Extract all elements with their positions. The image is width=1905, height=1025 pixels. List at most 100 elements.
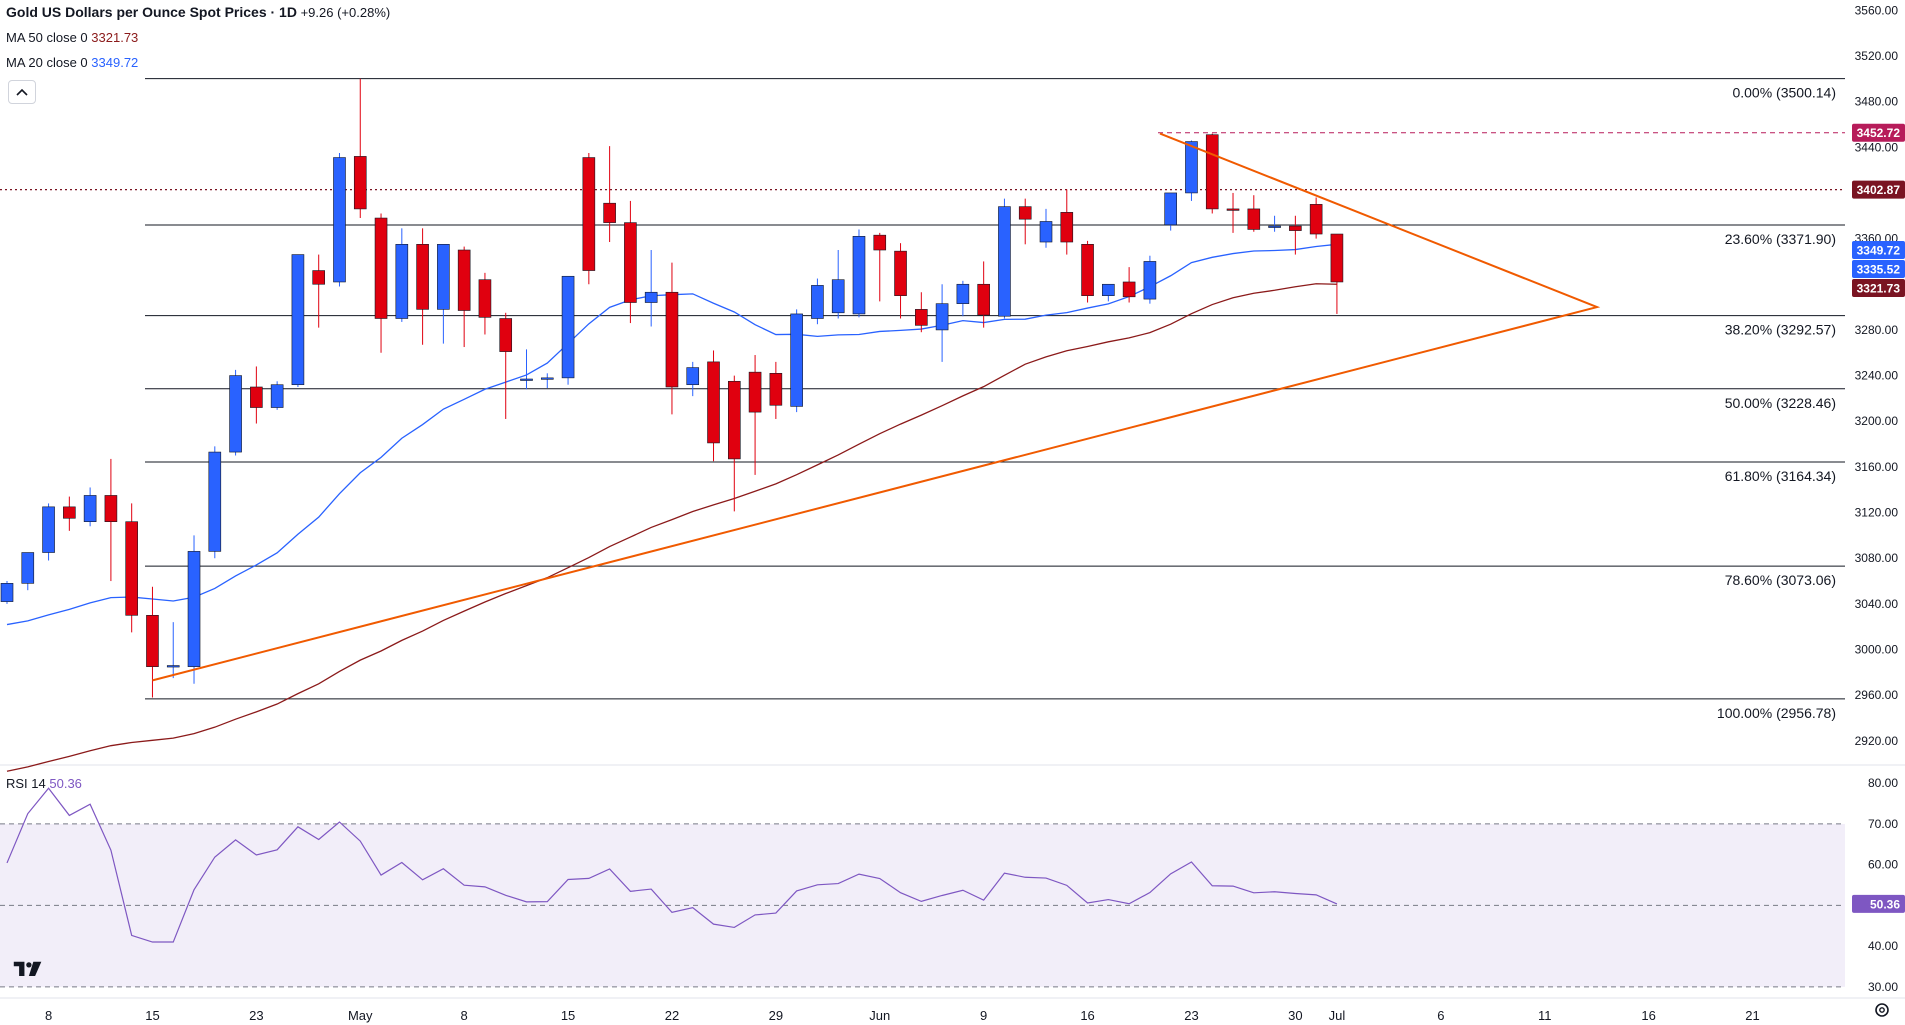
candle-body [291,254,305,386]
ma50-value: 3321.73 [91,30,139,45]
time-axis-tick: 8 [461,1008,468,1023]
price-axis-tick: 3520.00 [1855,49,1899,63]
ma50-legend[interactable]: MA 50 close 0 3321.73 [6,30,138,45]
time-axis-tick: 23 [249,1008,263,1023]
time-axis-tick: 23 [1184,1008,1198,1023]
candle-body [1247,208,1261,230]
candle-body [1060,212,1074,243]
rsi-line [6,787,1338,943]
fib-level-label: 78.60% (3073.06) [1725,572,1836,588]
price-tag-label: 3402.87 [1857,183,1901,197]
price-axis-tick: 3240.00 [1855,369,1899,383]
candle-body [63,506,76,519]
rsi-price-tag [1852,894,1905,913]
candle-body [457,249,471,311]
candle-body [852,236,866,315]
candle-body [831,279,845,314]
rsi-value: 50.36 [49,776,82,791]
candle-body [1143,261,1157,300]
rsi-legend[interactable]: RSI 14 50.36 [6,776,82,791]
candle-body [769,372,783,406]
candle-body [520,378,533,381]
price-tag [1852,241,1905,259]
rsi-axis-tick: 70.00 [1868,817,1898,831]
fib-level-label: 100.00% (2956.78) [1717,705,1836,721]
price-axis-tick: 3280.00 [1855,323,1899,337]
price-axis-tick: 3040.00 [1855,597,1899,611]
chevron-up-icon [16,88,28,96]
settings-gear-icon[interactable] [1873,1001,1891,1019]
candle-body [187,551,201,667]
candle-body [125,521,138,616]
price-axis-tick: 3480.00 [1855,95,1899,109]
time-axis-tick: 15 [145,1008,159,1023]
collapse-legend-button[interactable] [8,80,36,104]
candle-body [353,156,367,210]
candle-body [1102,283,1115,296]
price-tag [1852,260,1905,278]
candle-body [1185,141,1198,194]
chart-title: Gold US Dollars per Ounce Spot Prices · … [6,4,297,20]
time-axis-tick: 22 [665,1008,679,1023]
candle-body [915,309,928,326]
candle-body [0,583,14,602]
candle-body [686,367,700,386]
price-tag-label: 3335.52 [1857,263,1901,277]
fib-level-label: 0.00% (3500.14) [1732,85,1836,101]
rsi-axis-tick: 40.00 [1868,939,1898,953]
candle-body [1039,221,1053,243]
rsi-label: RSI 14 [6,776,46,791]
price-axis-tick: 2920.00 [1855,734,1899,748]
price-tag-label: 3321.73 [1857,282,1901,296]
candle-body [104,495,118,522]
candle-body [644,291,658,303]
candle-body [437,244,450,310]
candle-body [1081,244,1094,296]
candle-body [374,217,388,319]
candle-body [1226,208,1240,211]
candle-body [1018,206,1032,220]
price-tag-label: 3452.72 [1857,126,1901,140]
time-axis-tick: 16 [1641,1008,1655,1023]
candle-body [1164,192,1177,226]
fib-level-label: 61.80% (3164.34) [1725,468,1836,484]
rsi-axis-tick: 30.00 [1868,980,1898,994]
ma20-label: MA 20 close 0 [6,55,88,70]
time-axis-tick: 9 [980,1008,987,1023]
fib-level-label: 23.60% (3371.90) [1725,231,1836,247]
candle-body [894,250,907,296]
time-axis-tick: 16 [1080,1008,1094,1023]
candle-body [312,270,326,285]
chart-title-row: Gold US Dollars per Ounce Spot Prices · … [6,4,390,20]
time-axis-tick: May [348,1008,373,1023]
candle-body [166,665,180,668]
candle-body [790,313,803,407]
candle-body [1205,134,1219,210]
price-axis-tick: 3080.00 [1855,551,1899,565]
ma20-legend[interactable]: MA 20 close 0 3349.72 [6,55,138,70]
candle-body [333,157,346,283]
candle-body [1330,233,1344,283]
price-axis-tick: 3200.00 [1855,414,1899,428]
candle-body [1289,225,1302,231]
candle-body [229,375,242,453]
candle-body [416,244,429,310]
candle-body [1309,204,1323,235]
candle-body [478,279,492,318]
time-axis-tick: 30 [1288,1008,1302,1023]
candle-body [540,377,554,380]
candle-body [603,202,616,223]
rsi-axis-tick: 60.00 [1868,858,1898,872]
tradingview-logo-icon[interactable] [12,958,44,978]
fib-level-label: 50.00% (3228.46) [1725,395,1836,411]
candle-body [21,552,35,584]
price-change: +9.26 (+0.28%) [300,5,391,20]
candle-body [873,234,887,251]
candle-body [208,451,222,552]
fib-level-label: 38.20% (3292.57) [1725,322,1836,338]
candle-body [499,318,513,352]
candle-body [83,495,97,522]
time-axis-tick: 6 [1437,1008,1444,1023]
candle-body [42,506,55,553]
